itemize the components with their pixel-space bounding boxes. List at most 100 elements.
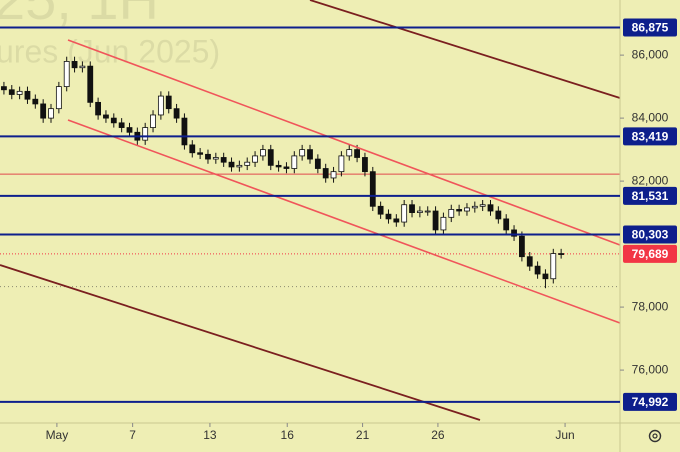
candle-body bbox=[338, 155, 345, 173]
x-tick-label: 16 bbox=[281, 428, 295, 442]
candle-body bbox=[142, 127, 149, 141]
candle-body bbox=[369, 171, 376, 207]
candle-body bbox=[8, 89, 15, 95]
candle-body bbox=[440, 216, 447, 231]
candle-body bbox=[32, 98, 39, 105]
y-tick-label: 78,000 bbox=[632, 299, 669, 313]
level-label-box bbox=[623, 225, 677, 244]
candle-body bbox=[346, 149, 353, 157]
candle-body bbox=[173, 108, 180, 119]
x-tick-label: Jun bbox=[555, 428, 574, 442]
watermark-symbol: 25, 1H bbox=[0, 0, 159, 31]
candle-body bbox=[87, 65, 94, 103]
y-tick-label: 86,000 bbox=[632, 47, 669, 61]
candle-body bbox=[424, 210, 431, 213]
level-label: 81,531 bbox=[632, 189, 669, 203]
candle-body bbox=[322, 168, 329, 179]
candle-body bbox=[110, 117, 117, 124]
candle-body bbox=[55, 86, 62, 110]
candle-body bbox=[362, 157, 368, 173]
level-label-box bbox=[623, 18, 677, 37]
candle-body bbox=[157, 95, 164, 116]
candle-body bbox=[409, 204, 415, 214]
candle-body bbox=[385, 213, 392, 220]
y-tick-label: 84,000 bbox=[632, 110, 669, 124]
candle-body bbox=[228, 161, 235, 168]
x-tick-label: 7 bbox=[129, 428, 136, 442]
candle-body bbox=[24, 90, 31, 100]
candle-body bbox=[503, 218, 510, 231]
candle-body bbox=[518, 235, 525, 258]
x-tick-label: 13 bbox=[203, 428, 217, 442]
y-tick-label: 76,000 bbox=[632, 362, 669, 376]
candle-body bbox=[291, 155, 298, 169]
candle-body bbox=[205, 153, 211, 160]
x-tick-label: 26 bbox=[431, 428, 445, 442]
level-label: 86,875 bbox=[632, 21, 669, 35]
candle-body bbox=[479, 204, 486, 207]
candle-body bbox=[299, 149, 306, 157]
level-label: 83,419 bbox=[632, 130, 669, 144]
candle-body bbox=[314, 158, 321, 169]
candle-body bbox=[252, 155, 258, 163]
candle-body bbox=[197, 152, 204, 155]
level-label: 80,303 bbox=[632, 228, 669, 242]
candle-body bbox=[103, 114, 109, 119]
candle-body bbox=[393, 218, 400, 223]
channel-line bbox=[67, 39, 621, 246]
watermark: 25, 1H ures (Jun 2025) bbox=[0, 0, 220, 69]
plot bbox=[0, 56, 620, 289]
level-label-box bbox=[623, 392, 677, 411]
candle-body bbox=[550, 253, 557, 280]
candle-body bbox=[40, 103, 47, 119]
candle-body bbox=[95, 101, 102, 116]
candle-body bbox=[330, 171, 337, 179]
candle-body bbox=[275, 164, 282, 168]
x-tick-label: May bbox=[46, 428, 69, 442]
candle-body bbox=[165, 95, 172, 110]
candle-body bbox=[487, 204, 494, 212]
watermark-description: ures (Jun 2025) bbox=[0, 33, 220, 69]
candle-body bbox=[181, 117, 188, 146]
candle-body bbox=[558, 253, 565, 255]
candle-body bbox=[63, 61, 70, 88]
candle-body bbox=[456, 209, 463, 212]
candle-body bbox=[189, 144, 196, 154]
last-price-box bbox=[623, 244, 677, 263]
x-tick-label: 21 bbox=[356, 428, 370, 442]
level-label: 74,992 bbox=[632, 395, 669, 409]
candle-body bbox=[126, 127, 133, 133]
candle-body bbox=[220, 157, 227, 163]
candle-body bbox=[236, 164, 243, 168]
level-label-box bbox=[623, 186, 677, 205]
channel-drawings bbox=[0, 0, 621, 421]
candle-body bbox=[401, 204, 408, 223]
candle-body bbox=[542, 273, 549, 280]
candle-body bbox=[1, 86, 7, 91]
candle-body bbox=[448, 209, 455, 218]
level-label-box bbox=[623, 127, 677, 146]
y-tick-label: 82,000 bbox=[632, 173, 669, 187]
candle-body bbox=[526, 256, 533, 267]
candle-body bbox=[16, 90, 23, 95]
candle-body bbox=[495, 210, 502, 220]
candle-body bbox=[471, 205, 478, 209]
candle-body bbox=[432, 210, 439, 231]
channel-line bbox=[309, 0, 621, 99]
candle-body bbox=[511, 229, 517, 237]
candle-body bbox=[260, 149, 266, 157]
gear[interactable] bbox=[648, 429, 662, 443]
candle-body bbox=[354, 149, 360, 158]
candle-body bbox=[71, 61, 78, 69]
candle-body bbox=[244, 161, 251, 166]
candle-body bbox=[534, 265, 541, 275]
candle-body bbox=[377, 205, 384, 215]
gear-center[interactable] bbox=[652, 433, 658, 439]
channel-line bbox=[67, 119, 621, 324]
candle-body bbox=[150, 114, 156, 128]
candle-body bbox=[118, 122, 125, 128]
candle-body bbox=[212, 157, 219, 160]
settings-icon[interactable] bbox=[648, 429, 662, 443]
